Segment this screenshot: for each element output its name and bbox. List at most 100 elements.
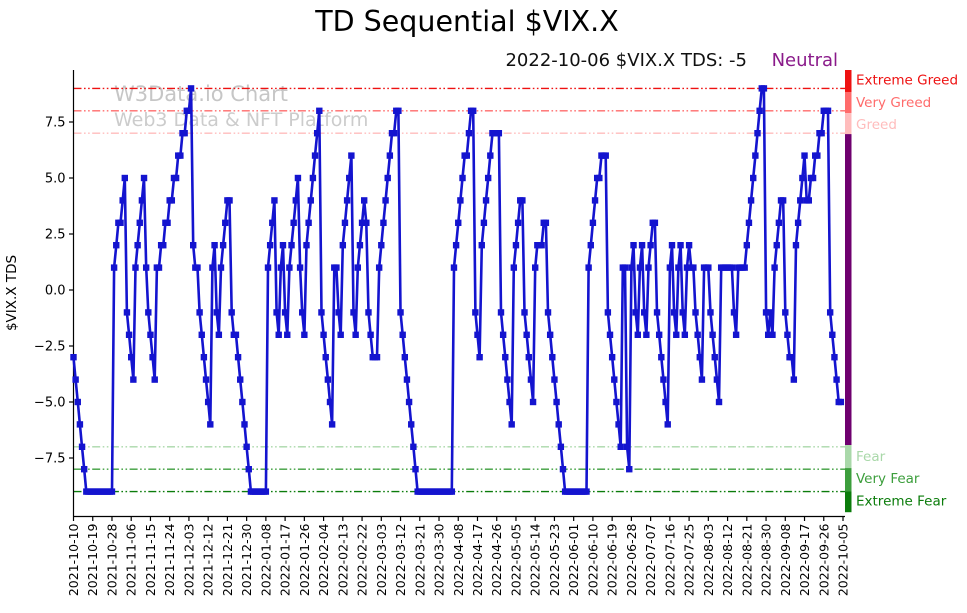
data-point-marker — [632, 309, 639, 316]
x-tick-label: 2021-11-24 — [162, 523, 177, 596]
data-point-marker — [613, 398, 620, 406]
watermark-line1: W3Data.io Chart — [114, 82, 288, 106]
data-point-marker — [824, 107, 832, 114]
data-point-marker — [271, 197, 278, 204]
data-point-marker — [630, 242, 637, 249]
x-tick-label: 2022-07-16 — [662, 523, 677, 596]
data-point-marker — [685, 242, 693, 249]
threshold-label-very-greed: Very Greed — [856, 95, 931, 111]
data-point-marker — [707, 309, 714, 316]
y-tick-label: −2.5 — [34, 340, 66, 355]
x-tick-label: 2022-01-08 — [258, 523, 273, 596]
data-point-marker — [386, 152, 394, 159]
data-point-marker — [365, 309, 372, 316]
data-point-marker — [692, 309, 699, 316]
data-point-marker — [794, 219, 802, 226]
data-point-marker — [294, 174, 302, 182]
data-point-marker — [243, 443, 250, 450]
data-point-marker — [241, 421, 248, 428]
data-point-marker — [525, 354, 532, 361]
data-point-marker — [273, 309, 280, 316]
data-point-marker — [638, 242, 646, 249]
data-point-marker — [410, 443, 417, 450]
data-point-marker — [358, 219, 366, 226]
x-tick-label: 2021-10-28 — [104, 523, 119, 596]
data-point-marker — [117, 219, 124, 226]
data-point-marker — [457, 197, 464, 204]
series-line — [72, 87, 841, 493]
data-point-marker — [217, 264, 225, 271]
data-point-marker — [405, 398, 413, 406]
data-point-marker — [538, 242, 545, 249]
data-point-marker — [465, 130, 473, 137]
data-point-marker — [696, 354, 703, 361]
data-point-marker — [303, 242, 310, 249]
x-tick-label: 2021-12-12 — [201, 524, 216, 597]
x-tick-label: 2022-03-30 — [432, 523, 447, 596]
data-point-marker — [204, 398, 212, 406]
threshold-label-extreme-fear: Extreme Fear — [856, 494, 947, 510]
data-point-marker — [679, 309, 686, 316]
x-tick-label: 2022-01-17 — [278, 524, 293, 597]
sentiment-zone-bar-very-fear — [845, 468, 852, 492]
data-point-marker — [322, 354, 329, 361]
data-point-marker — [339, 242, 347, 249]
data-point-marker — [487, 152, 494, 159]
data-point-marker — [408, 421, 415, 428]
data-point-marker — [818, 130, 825, 137]
data-point-marker — [480, 219, 488, 226]
data-point-marker — [76, 421, 84, 428]
data-point-marker — [232, 331, 240, 338]
data-point-marker — [341, 219, 349, 226]
data-point-marker — [194, 264, 201, 271]
x-tick-label: 2021-12-21 — [220, 524, 235, 597]
data-point-marker — [713, 376, 721, 383]
data-point-marker — [764, 331, 772, 338]
data-point-marker — [277, 264, 285, 271]
data-point-marker — [673, 331, 680, 338]
data-point-marker — [529, 398, 537, 406]
data-point-marker — [626, 466, 633, 473]
data-point-marker — [587, 242, 594, 249]
x-tick-label: 2021-12-30 — [239, 523, 254, 596]
data-point-marker — [829, 331, 836, 338]
data-point-marker — [521, 309, 528, 316]
data-point-marker — [412, 466, 419, 473]
data-point-marker — [401, 354, 409, 361]
data-point-marker — [833, 376, 840, 383]
data-point-marker — [636, 264, 644, 271]
data-point-marker — [352, 331, 359, 338]
data-point-marker — [187, 85, 195, 92]
data-point-marker — [662, 398, 669, 406]
data-point-marker — [305, 219, 312, 226]
x-tick-label: 2022-08-12 — [720, 524, 735, 597]
x-tick-label: 2022-02-04 — [316, 523, 331, 596]
data-point-marker — [762, 309, 770, 316]
data-point-marker — [623, 443, 631, 450]
data-point-marker — [555, 421, 562, 428]
data-point-marker — [219, 242, 227, 249]
data-point-marker — [266, 242, 274, 249]
data-point-marker — [523, 331, 530, 338]
data-point-marker — [450, 264, 458, 271]
x-tick-label: 2022-07-25 — [682, 524, 697, 597]
x-tick-label: 2021-12-03 — [181, 524, 196, 597]
x-tick-label: 2021-10-19 — [85, 523, 100, 596]
data-point-marker — [495, 130, 503, 137]
data-point-marker — [730, 309, 738, 316]
data-point-marker — [138, 197, 146, 204]
data-point-marker — [754, 130, 761, 137]
data-point-marker — [641, 309, 648, 316]
data-point-marker — [108, 488, 116, 495]
data-point-marker — [799, 174, 806, 182]
data-point-marker — [348, 152, 355, 159]
data-point-marker — [390, 130, 398, 137]
data-point-marker — [311, 152, 319, 159]
data-point-marker — [660, 376, 667, 383]
chart-generated-content: Extreme Greed Very Greed Greed Fear Very Fea… — [34, 70, 958, 596]
data-point-marker — [119, 197, 126, 204]
chart-title: TD Sequential $VIX.X — [314, 5, 618, 38]
data-point-marker — [367, 331, 374, 338]
subtitle-date-tds: 2022-10-06 $VIX.X TDS: -5 — [505, 50, 747, 71]
data-point-marker — [202, 376, 210, 383]
